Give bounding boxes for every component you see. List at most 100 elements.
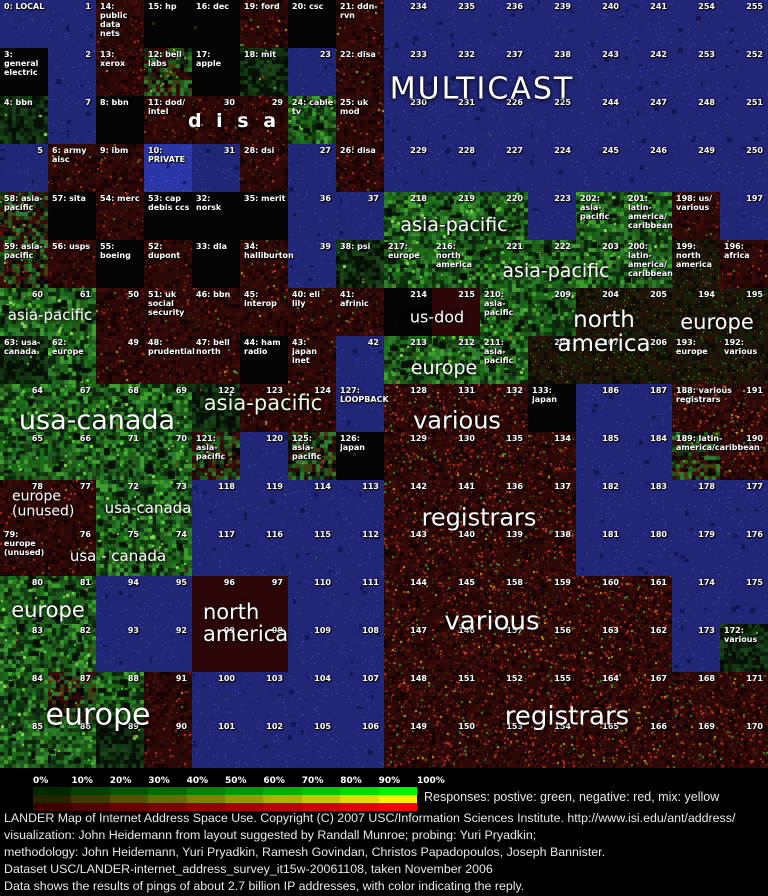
ip-block-number: 226 [506, 98, 523, 107]
ip-block-17: 17: apple [192, 48, 240, 96]
ip-block-texture [672, 576, 720, 624]
ip-block-texture [528, 624, 576, 672]
ip-block-texture [96, 336, 144, 384]
ip-block-texture [48, 480, 96, 528]
ip-block-texture [288, 48, 336, 96]
ip-block-104: 104 [288, 672, 336, 720]
ip-block-texture [288, 96, 336, 144]
ip-block-texture [288, 480, 336, 528]
ip-block-number: 245 [602, 146, 619, 155]
legend-strip-negative-red [33, 803, 417, 811]
ip-block-39: 39 [288, 240, 336, 288]
ip-block-texture [624, 288, 672, 336]
ip-block-number: 1 [85, 2, 91, 11]
ip-block-texture [96, 144, 144, 192]
ip-block-number: 76 [79, 530, 91, 539]
ip-block-28: 28: dsi [240, 144, 288, 192]
ip-block-texture [48, 672, 96, 720]
ip-block-21: 21: ddn-rvn [336, 0, 384, 48]
ip-block-163: 163 [576, 624, 624, 672]
ip-block-number: 96 [223, 578, 235, 587]
ip-block-label: 55: boeing [100, 242, 131, 260]
ip-block-texture [672, 48, 720, 96]
ip-block-number: 177 [746, 482, 763, 491]
ip-block-number: 130 [458, 434, 475, 443]
ip-block-texture [720, 576, 768, 624]
ip-block-41: 41: afrinic [336, 288, 384, 336]
ip-block-number: 147 [410, 626, 427, 635]
ip-block-label: 125: asia- pacific [292, 434, 322, 461]
region-label-usa---canada: usa - canada [69, 547, 167, 566]
caption-line-1: LANDER Map of Internet Address Space Use… [4, 811, 736, 825]
ip-block-32: 32: norsk [192, 192, 240, 240]
ip-block-label: 9: ibm [100, 146, 129, 155]
ip-block-number: 95 [175, 578, 187, 587]
ip-block-12: 12: bell labs [144, 48, 192, 96]
ip-block-texture [576, 288, 624, 336]
ip-block-number: 148 [410, 674, 427, 683]
ip-block-74: 74 [144, 528, 192, 576]
ip-block-texture [576, 144, 624, 192]
ip-block-texture [288, 144, 336, 192]
ip-block-texture [48, 96, 96, 144]
ip-block-texture [480, 576, 528, 624]
legend-segment [33, 787, 72, 795]
ip-block-56: 56: usps [48, 240, 96, 288]
ip-block-label: 0: LOCAL [4, 2, 45, 11]
ip-block-texture [336, 48, 384, 96]
ip-block-34: 34: halliburton [240, 240, 294, 288]
ip-block-number: 197 [746, 194, 763, 203]
ip-block-texture [288, 528, 336, 576]
ip-block-99: 99 [192, 624, 240, 672]
ip-block-texture [336, 288, 384, 336]
ip-block-239: 239 [528, 0, 576, 48]
ip-block-texture [432, 336, 480, 384]
ip-block-165: 165 [576, 720, 624, 768]
ip-block-4: 4: bbn [0, 96, 48, 144]
ip-block-number: 214 [410, 290, 427, 299]
ip-block-number: 70 [175, 434, 187, 443]
ip-block-52: 52: dupont [144, 240, 192, 288]
legend-note-text: Responses: postive: green, negative: red… [424, 790, 720, 804]
ip-block-number: 88 [127, 674, 139, 683]
ip-block-43: 43: japan inet [288, 336, 336, 384]
ip-block-texture [0, 144, 48, 192]
ip-block-169: 169 [672, 720, 720, 768]
ip-block-number: 250 [746, 146, 763, 155]
ip-block-texture [480, 192, 528, 240]
ip-block-45: 45: interop [240, 288, 288, 336]
ip-block-texture [240, 576, 288, 624]
ip-block-texture [336, 576, 384, 624]
ip-block-number: 115 [314, 530, 331, 539]
ip-block-83: 83 [0, 624, 48, 672]
ip-block-121: 121: asia- pacific [192, 432, 240, 480]
ip-block-61: 61 [48, 288, 96, 336]
ip-block-198: 198: us/ various [672, 192, 720, 240]
ip-block-number: 128 [410, 386, 427, 395]
ip-block-texture [720, 240, 768, 288]
ip-block-243: 243 [576, 48, 624, 96]
ip-block-texture [480, 336, 528, 384]
ip-block-245: 245 [576, 144, 624, 192]
ip-block-texture [624, 576, 672, 624]
ip-block-number: 110 [314, 578, 331, 587]
ip-block-texture [0, 720, 48, 768]
ip-block-148: 148 [384, 672, 432, 720]
ip-block-number: 253 [698, 50, 715, 59]
ip-block-texture [720, 144, 768, 192]
ip-block-texture [96, 624, 144, 672]
region-label-north-america: north america [557, 307, 651, 357]
ip-block-248: 248 [672, 96, 720, 144]
ip-block-texture [288, 672, 336, 720]
ip-block-103: 103 [240, 672, 288, 720]
ip-block-113: 113 [336, 480, 384, 528]
ip-block-number: 215 [458, 290, 475, 299]
ip-block-texture [240, 528, 288, 576]
ip-block-label: 53: cap debis ccs [148, 194, 190, 212]
ip-block-177: 177 [720, 480, 768, 528]
caption-line-4: Dataset USC/LANDER-internet_address_surv… [4, 862, 493, 876]
ip-block-texture [96, 288, 144, 336]
ip-block-117: 117 [192, 528, 240, 576]
ip-block-texture [672, 432, 720, 480]
